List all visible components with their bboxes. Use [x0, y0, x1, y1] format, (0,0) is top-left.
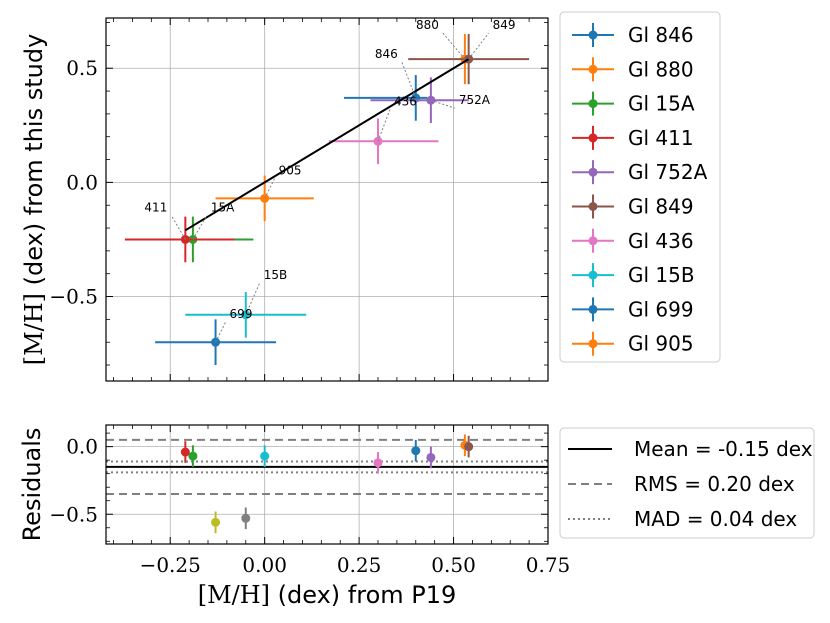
residuals-ytick-label: −0.5: [49, 502, 98, 526]
legend-entry: Gl 699: [572, 297, 694, 322]
series-gl-411: [124, 216, 235, 263]
point-annotation: 905: [279, 163, 302, 177]
legend-label: Gl 15B: [628, 263, 695, 287]
legend-marker-dot: [588, 64, 598, 74]
legend-entry: Gl 411: [572, 126, 694, 150]
residual-point: [241, 513, 251, 523]
legend-label: Gl 880: [628, 57, 694, 81]
residuals-legend-label: RMS = 0.20 dex: [634, 472, 795, 496]
legend-label: Gl 15A: [628, 92, 695, 116]
x-axis-label: [M/H] (dex) from P19: [198, 581, 457, 609]
residual-point: [180, 447, 190, 457]
legend-label: Gl 699: [628, 297, 694, 321]
annotation-leader: [170, 215, 186, 240]
legend-label: Gl 752A: [628, 160, 708, 184]
annotation-leader: [245, 282, 261, 315]
residuals-xtick-label: 0.25: [337, 553, 382, 577]
legend-entry: Gl 846: [572, 23, 694, 47]
main-ytick-label: −0.5: [49, 285, 98, 309]
legend-marker-dot: [588, 339, 598, 349]
one-to-one-line: [184, 58, 470, 232]
residual-point: [188, 451, 198, 461]
residuals-xtick-label: 0.50: [431, 553, 476, 577]
residuals-xtick-label: 0.00: [242, 553, 287, 577]
residuals-ytick-label: 0.0: [66, 435, 98, 459]
main-panel: −0.5 0.0 0.5 846 880 15A 411 752A 849 436 15B 699 90…: [20, 17, 549, 382]
legend-label: Gl 905: [628, 332, 694, 356]
legend-marker-dot: [588, 133, 598, 143]
residuals-plot-frame: [105, 424, 549, 545]
legend-marker-dot: [588, 270, 598, 280]
legend-label: Gl 846: [628, 23, 694, 47]
legend-label: Gl 436: [628, 229, 694, 253]
annotation-leader: [442, 32, 466, 60]
residuals-legend-label: Mean = -0.15 dex: [634, 437, 813, 461]
residual-point: [464, 442, 474, 452]
point-annotation: 880: [416, 18, 439, 32]
y-label-math: [M/H]: [20, 293, 48, 365]
legend-entry: Gl 849: [572, 194, 694, 219]
point-annotation: 15B: [264, 268, 288, 282]
legend-label: Gl 849: [628, 195, 694, 219]
main-y-axis-label: [M/H] (dex) from this study: [20, 34, 48, 366]
point-annotation: 846: [375, 47, 398, 61]
residuals-panel: −0.25 0.00 0.25 0.50 0.75 −0.5 0.0 Residuals [M/…: [18, 424, 571, 609]
main-ytick-label: 0.0: [66, 170, 98, 194]
annotation-leader: [468, 32, 490, 60]
series-gl-752a: [370, 77, 469, 124]
residual-point: [426, 452, 436, 462]
legend-entry: Gl 15B: [572, 263, 695, 288]
annotation-leader: [401, 61, 417, 99]
legend-entry: Gl 880: [572, 57, 694, 82]
point-annotation: 411: [144, 200, 167, 214]
main-ytick-label: 0.5: [66, 56, 98, 80]
point-annotation: 699: [230, 307, 253, 321]
residual-point: [260, 451, 270, 461]
legend-entry: Gl 752A: [572, 160, 708, 185]
residuals-xtick-label: 0.75: [526, 553, 571, 577]
residual-point: [411, 446, 421, 456]
residuals-y-axis-label: Residuals: [18, 428, 46, 542]
x-label-math: [M/H]: [198, 581, 270, 609]
point-annotation: 436: [394, 94, 417, 108]
residual-point: [373, 458, 383, 468]
legend-marker-dot: [588, 304, 598, 314]
point-annotation: 15A: [211, 200, 235, 214]
point-annotation: 849: [493, 18, 516, 32]
legend-entry: Gl 436: [572, 228, 694, 253]
legend-marker-dot: [588, 30, 598, 40]
legend-label: Gl 411: [628, 126, 694, 150]
y-label-text: (dex) from this study: [20, 34, 48, 293]
annotation-leader: [192, 215, 208, 240]
x-label-text: (dex) from P19: [270, 581, 456, 609]
legend-marker-dot: [588, 202, 598, 211]
residual-point: [211, 517, 221, 527]
residuals-legend-box: [559, 427, 815, 539]
annotation-leader: [430, 99, 456, 109]
legend-marker-dot: [588, 236, 598, 246]
legend-entry: Gl 15A: [572, 91, 695, 116]
legend-marker-dot: [588, 167, 598, 177]
annotation-leader: [377, 109, 391, 142]
series-legend: Gl 846 Gl 880 Gl 15A Gl 411 Gl 752A Gl 849 Gl …: [559, 11, 721, 363]
residuals-xtick-label: −0.25: [140, 553, 201, 577]
legend-entry: Gl 905: [572, 331, 694, 356]
main-plot-frame: [105, 17, 549, 382]
residuals-legend: Mean = -0.15 dex RMS = 0.20 dex MAD = 0.04…: [559, 427, 815, 539]
legend-marker-dot: [588, 99, 598, 109]
residuals-legend-label: MAD = 0.04 dex: [634, 507, 797, 531]
point-annotation: 752A: [459, 93, 491, 107]
